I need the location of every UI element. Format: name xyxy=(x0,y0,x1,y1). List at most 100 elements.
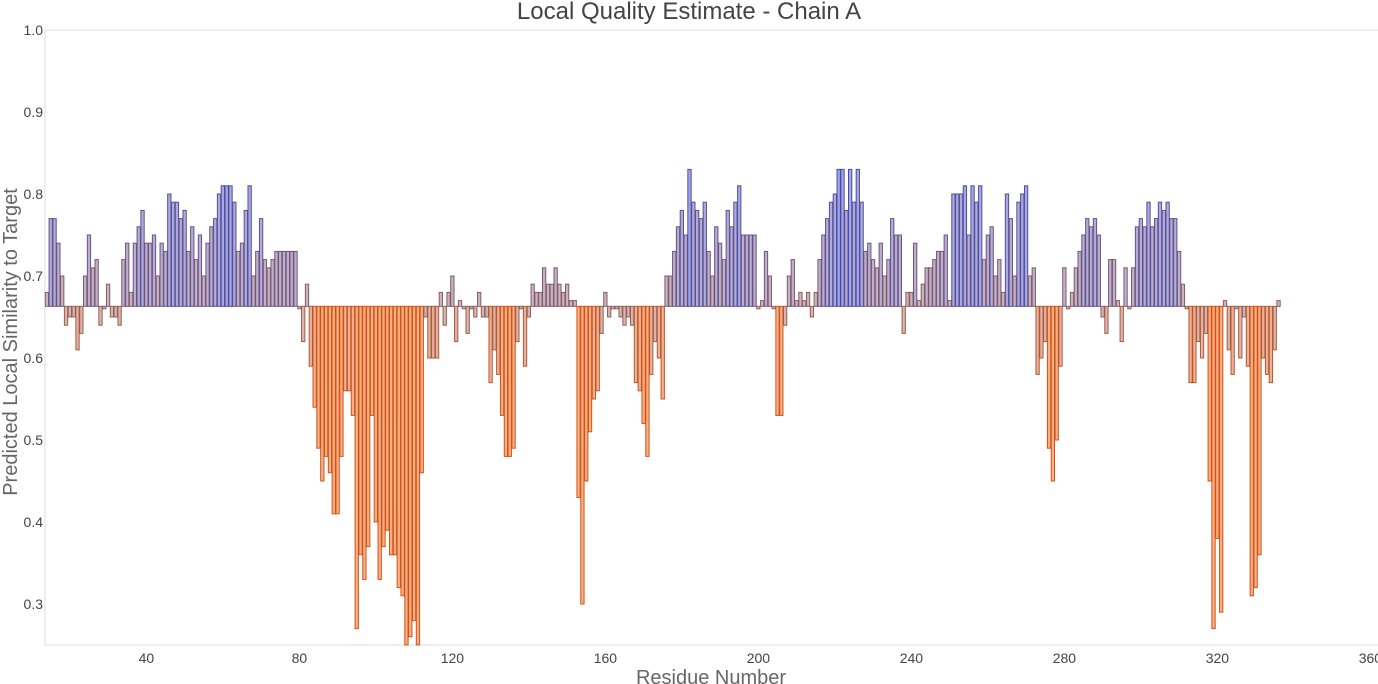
bar-residue-156 xyxy=(587,305,593,433)
bar-residue-310 xyxy=(1176,250,1182,307)
bar-residue-38 xyxy=(136,226,141,307)
bar-residue-147 xyxy=(553,267,558,307)
bar-residue-300 xyxy=(1138,218,1143,307)
bar-residue-160 xyxy=(603,291,608,307)
bar-residue-326 xyxy=(1238,305,1243,359)
bar-residue-274 xyxy=(1039,305,1044,359)
bar-residue-231 xyxy=(874,267,880,307)
bar-residue-161 xyxy=(607,305,612,318)
bar-residue-203 xyxy=(767,275,772,307)
bar-residue-22 xyxy=(75,305,80,351)
bar-residue-248 xyxy=(939,250,945,307)
bar-residue-52 xyxy=(190,226,195,307)
bar-residue-305 xyxy=(1157,201,1163,307)
bar-residue-254 xyxy=(962,185,968,307)
bars xyxy=(44,168,1281,646)
bar-residue-108 xyxy=(404,305,409,646)
bar-residue-102 xyxy=(381,305,386,548)
bar-residue-66 xyxy=(243,209,248,307)
bar-residue-213 xyxy=(805,291,811,307)
bar-residue-222 xyxy=(840,168,845,307)
bar-residue-178 xyxy=(672,250,677,307)
bar-residue-221 xyxy=(836,168,841,307)
bar-residue-229 xyxy=(867,242,872,307)
bar-residue-226 xyxy=(855,168,860,307)
bar-residue-250 xyxy=(947,300,952,307)
y-tick-label: 0.6 xyxy=(24,350,44,366)
bar-residue-216 xyxy=(817,259,822,307)
bar-residue-281 xyxy=(1066,305,1071,310)
x-tick-label: 360 xyxy=(1359,650,1378,666)
bar-residue-282 xyxy=(1069,291,1075,307)
bar-residue-110 xyxy=(411,305,417,621)
bar-residue-26 xyxy=(90,267,95,307)
bar-residue-253 xyxy=(958,193,964,307)
bar-residue-191 xyxy=(721,259,727,307)
bar-residue-295 xyxy=(1119,305,1124,343)
bar-residue-50 xyxy=(182,209,187,307)
x-tick-label: 40 xyxy=(139,650,155,666)
bar-residue-308 xyxy=(1169,218,1174,307)
bar-residue-59 xyxy=(216,193,222,307)
bar-residue-34 xyxy=(121,259,126,307)
bar-residue-68 xyxy=(251,275,256,307)
bar-residue-92 xyxy=(343,305,348,392)
bar-residue-323 xyxy=(1226,305,1231,351)
y-tick-label: 0.5 xyxy=(24,432,44,448)
bar-residue-130 xyxy=(488,305,493,384)
bar-residue-143 xyxy=(538,291,543,307)
x-tick-label: 280 xyxy=(1053,650,1077,666)
bar-residue-74 xyxy=(274,250,279,307)
bar-residue-135 xyxy=(507,305,512,457)
bar-residue-129 xyxy=(484,305,489,318)
bar-residue-234 xyxy=(886,259,891,307)
bar-residue-333 xyxy=(1264,305,1270,375)
bar-residue-122 xyxy=(457,300,463,307)
x-tick-label: 160 xyxy=(594,650,618,666)
bar-residue-73 xyxy=(270,259,275,307)
bar-residue-236 xyxy=(893,234,899,307)
bar-residue-141 xyxy=(530,283,535,307)
bar-residue-198 xyxy=(748,234,753,307)
bar-residue-55 xyxy=(201,275,206,307)
bar-residue-288 xyxy=(1092,218,1098,307)
bar-residue-176 xyxy=(664,275,669,307)
bar-residue-60 xyxy=(220,185,226,307)
bar-residue-335 xyxy=(1272,305,1277,351)
bar-residue-272 xyxy=(1031,267,1036,307)
bar-residue-244 xyxy=(924,267,929,307)
bar-residue-40 xyxy=(144,242,149,307)
bar-residue-276 xyxy=(1046,305,1052,449)
bar-residue-242 xyxy=(916,300,922,307)
bar-residue-44 xyxy=(159,242,164,307)
bar-residue-264 xyxy=(1001,291,1006,307)
bar-residue-17 xyxy=(56,242,61,307)
bar-residue-240 xyxy=(909,291,914,307)
bar-residue-181 xyxy=(683,234,688,307)
bar-residue-62 xyxy=(228,185,233,307)
bar-residue-223 xyxy=(844,209,849,307)
bar-residue-209 xyxy=(790,259,795,307)
bar-residue-132 xyxy=(496,305,501,375)
bar-residue-183 xyxy=(691,201,696,307)
bar-residue-252 xyxy=(955,193,960,307)
bar-residue-104 xyxy=(389,305,394,556)
bar-residue-196 xyxy=(740,234,746,307)
bar-residue-67 xyxy=(247,185,252,307)
y-tick-label: 0.7 xyxy=(24,268,44,284)
bar-residue-307 xyxy=(1165,201,1170,307)
y-tick-label: 1.0 xyxy=(24,22,44,38)
bar-residue-144 xyxy=(542,267,547,307)
bar-residue-18 xyxy=(60,275,65,307)
bar-residue-85 xyxy=(316,305,321,449)
bar-residue-246 xyxy=(932,259,937,307)
bar-residue-314 xyxy=(1192,305,1197,384)
bar-residue-192 xyxy=(725,209,730,307)
bar-residue-247 xyxy=(935,250,941,307)
bar-residue-179 xyxy=(675,226,681,307)
bar-residue-241 xyxy=(913,242,918,307)
bar-residue-311 xyxy=(1180,283,1186,307)
bar-residue-172 xyxy=(649,305,654,375)
bar-residue-137 xyxy=(515,305,520,343)
bar-residue-37 xyxy=(132,242,138,307)
